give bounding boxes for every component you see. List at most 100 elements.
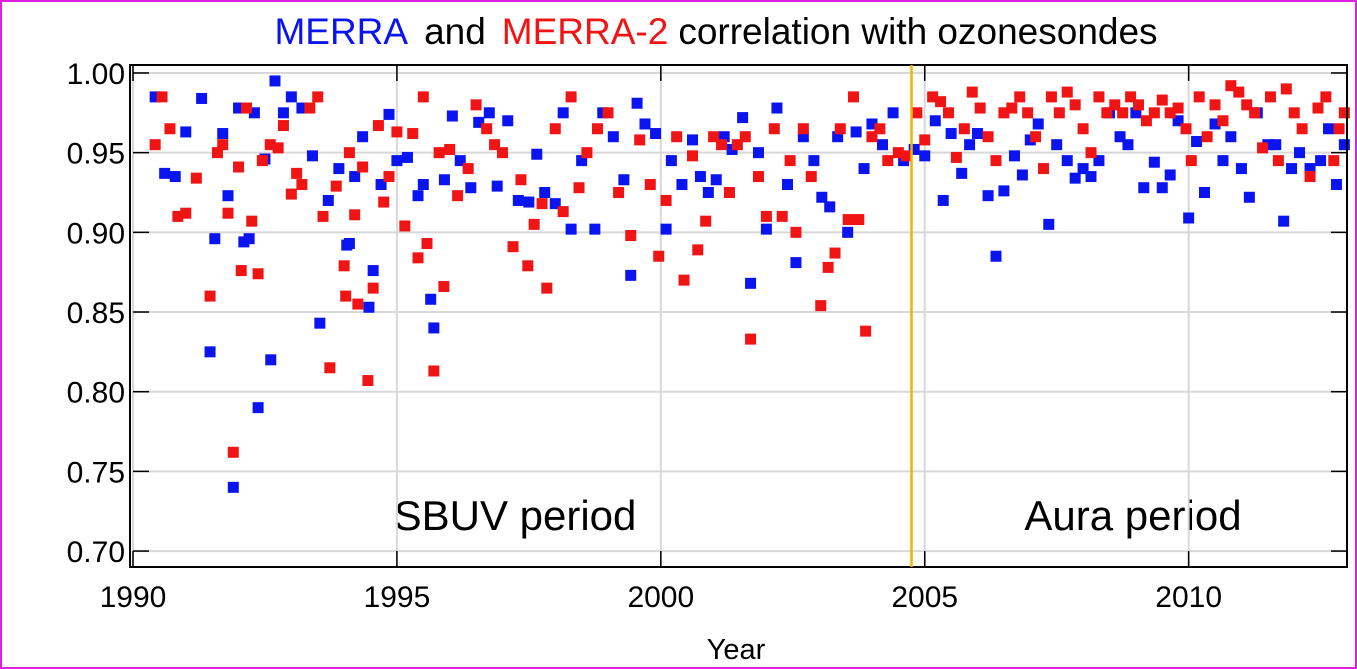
data-point [235, 265, 247, 277]
data-point [653, 250, 665, 262]
data-point [357, 131, 369, 143]
data-point [700, 215, 712, 227]
data-point [240, 102, 252, 114]
title-connector: and [424, 11, 486, 52]
data-point [935, 96, 947, 108]
data-point [1312, 102, 1324, 114]
data-point [842, 226, 854, 238]
data-point [805, 171, 817, 183]
data-point [589, 223, 601, 235]
title-merra: MERRA [274, 11, 408, 52]
data-point [919, 150, 931, 162]
data-point [522, 260, 534, 272]
data-point [824, 201, 836, 213]
data-point [462, 163, 474, 175]
data-point [1077, 123, 1089, 135]
data-point [1085, 171, 1097, 183]
data-point [1257, 142, 1269, 154]
data-point [760, 210, 772, 222]
y-tick-label: 0.95 [67, 138, 125, 171]
data-point [768, 123, 780, 135]
data-point [285, 91, 297, 103]
data-point [264, 139, 276, 151]
data-point [877, 139, 889, 151]
data-point [349, 209, 361, 221]
data-point [1201, 131, 1213, 143]
data-point [465, 182, 477, 194]
data-point [644, 179, 656, 191]
data-point [874, 123, 886, 135]
data-point [149, 91, 161, 103]
data-point [850, 126, 862, 138]
data-point [1109, 99, 1121, 111]
data-point [156, 91, 168, 103]
data-point [974, 102, 986, 114]
data-point [338, 260, 350, 272]
data-point [842, 214, 854, 226]
data-point [452, 190, 464, 202]
data-point [1185, 155, 1197, 167]
data-point [502, 115, 514, 127]
title-merra2: MERRA-2 [502, 11, 669, 52]
data-point [708, 131, 720, 143]
data-point [312, 91, 324, 103]
y-tick-label: 0.90 [67, 217, 125, 250]
annotation: SBUV period [394, 492, 637, 539]
data-point [481, 123, 493, 135]
data-point [304, 102, 316, 114]
y-tick-label: 0.70 [67, 536, 125, 569]
data-point [515, 174, 527, 186]
data-point [204, 346, 216, 358]
grid [132, 65, 1347, 567]
data-point [866, 118, 878, 130]
data-point [285, 188, 297, 200]
data-point [808, 155, 820, 167]
data-point [1156, 94, 1168, 106]
x-tick-label: 2010 [1155, 581, 1222, 614]
data-point [496, 147, 508, 159]
data-point [692, 244, 704, 256]
data-point [383, 108, 395, 120]
data-point [686, 150, 698, 162]
data-point [349, 171, 361, 183]
x-tick-label: 2005 [891, 581, 958, 614]
data-point [660, 223, 672, 235]
data-point [539, 186, 551, 198]
data-point [752, 171, 764, 183]
data-point [343, 147, 355, 159]
data-point [407, 128, 419, 140]
y-tick-label: 0.75 [67, 456, 125, 489]
data-point [990, 250, 1002, 262]
data-point [847, 91, 859, 103]
data-point [565, 91, 577, 103]
data-point [927, 91, 939, 103]
data-point [723, 186, 735, 198]
data-point [581, 147, 593, 159]
data-point [1241, 99, 1253, 111]
data-point [222, 207, 234, 219]
data-point [1008, 150, 1020, 162]
data-point [739, 131, 751, 143]
data-point [446, 110, 458, 122]
data-point [602, 107, 614, 119]
data-point [277, 107, 289, 119]
data-point [834, 123, 846, 135]
data-point [900, 150, 912, 162]
data-points [149, 75, 1350, 493]
data-point [702, 186, 714, 198]
data-point [945, 128, 957, 140]
data-point [473, 116, 485, 128]
data-point [797, 123, 809, 135]
data-point [412, 252, 424, 264]
data-point [248, 107, 260, 119]
data-point [489, 139, 501, 151]
data-point [860, 325, 872, 337]
data-point [676, 179, 688, 191]
data-point [1172, 102, 1184, 114]
data-point [1148, 156, 1160, 168]
data-point [660, 194, 672, 206]
data-point [797, 131, 809, 143]
data-point [417, 91, 429, 103]
data-point [591, 123, 603, 135]
